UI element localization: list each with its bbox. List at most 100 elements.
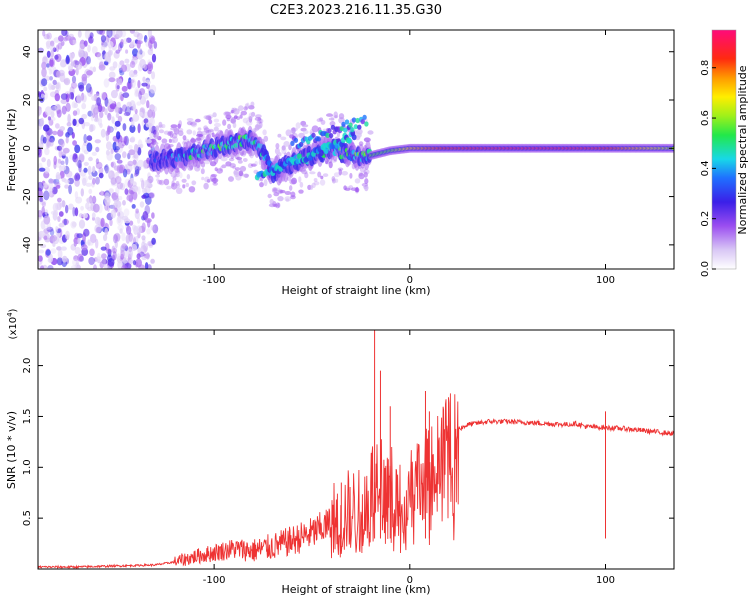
noise-blob xyxy=(74,144,81,154)
haze-blob xyxy=(246,102,250,109)
noise-blob xyxy=(95,146,100,153)
noise-blob xyxy=(87,239,91,246)
spectrogram-heat-layer xyxy=(38,30,674,269)
y-scale-note: (x104) xyxy=(6,308,19,339)
haze-blob xyxy=(161,124,166,129)
haze-blob xyxy=(214,122,221,128)
haze-blob xyxy=(181,178,187,183)
haze-blob xyxy=(334,178,339,183)
noise-blob xyxy=(104,164,109,174)
noise-blob xyxy=(141,179,145,190)
haze-blob xyxy=(208,119,213,125)
noise-blob xyxy=(77,236,81,245)
noise-blob xyxy=(117,115,123,123)
noise-blob xyxy=(111,245,116,254)
ridge-branch xyxy=(328,133,334,139)
noise-blob xyxy=(65,136,69,144)
haze-blob xyxy=(234,167,241,171)
noise-blob xyxy=(48,68,52,75)
haze-blob xyxy=(185,182,189,188)
noise-blob xyxy=(74,191,79,199)
ridge-branch xyxy=(330,124,336,130)
noise-blob xyxy=(135,258,143,268)
noise-blob xyxy=(108,77,116,83)
haze-blob xyxy=(219,166,223,172)
noise-blob xyxy=(147,172,151,179)
ridge-branch xyxy=(350,127,355,133)
noise-blob xyxy=(101,257,106,267)
bottom-plot-frame xyxy=(37,329,675,570)
noise-blob xyxy=(95,176,100,185)
haze-blob xyxy=(239,165,247,172)
haze-blob xyxy=(277,196,284,202)
spectrogram-panel: -100 0 100 -40 -20 0 20 40 Height of straight … xyxy=(5,29,749,297)
haze-blob xyxy=(338,113,345,120)
haze-blob xyxy=(298,132,305,138)
noise-blob xyxy=(123,208,130,217)
noise-blob xyxy=(137,159,145,168)
haze-blob xyxy=(338,168,342,176)
noise-blob xyxy=(132,186,139,193)
noise-blob xyxy=(95,158,99,165)
noise-blob xyxy=(58,148,63,158)
noise-blob xyxy=(96,97,101,106)
haze-blob xyxy=(273,203,278,208)
noise-blob xyxy=(60,93,68,100)
noise-blob xyxy=(48,253,54,263)
haze-blob xyxy=(203,182,209,190)
noise-blob xyxy=(75,196,83,204)
noise-blob xyxy=(43,235,48,240)
noise-blob xyxy=(101,253,107,260)
haze-blob xyxy=(171,133,178,139)
haze-blob xyxy=(157,136,162,141)
noise-blob xyxy=(90,233,97,244)
noise-blob xyxy=(52,47,57,52)
noise-blob xyxy=(55,174,62,180)
noise-blob xyxy=(67,113,71,124)
haze-blob xyxy=(204,176,210,183)
noise-blob xyxy=(85,197,93,203)
noise-blob xyxy=(100,128,106,138)
noise-blob xyxy=(153,41,158,49)
noise-blob xyxy=(120,249,125,259)
noise-blob xyxy=(139,201,145,208)
haze-blob xyxy=(343,185,347,191)
haze-blob xyxy=(288,144,292,151)
haze-blob xyxy=(169,130,174,138)
noise-blob xyxy=(117,206,123,213)
haze-blob xyxy=(205,115,212,121)
noise-blob xyxy=(87,241,94,246)
noise-blob xyxy=(107,112,112,121)
noise-blob xyxy=(107,125,111,135)
noise-blob xyxy=(49,58,54,67)
noise-blob xyxy=(122,38,128,45)
haze-blob xyxy=(284,191,292,195)
ridge-branch xyxy=(364,121,369,127)
noise-blob xyxy=(128,77,132,84)
ridge-branch xyxy=(290,140,295,146)
noise-blob xyxy=(81,113,88,120)
ridge-branch xyxy=(355,117,360,124)
noise-blob xyxy=(147,48,154,56)
noise-blob xyxy=(89,248,95,257)
noise-blob xyxy=(139,58,146,69)
haze-blob xyxy=(153,142,159,145)
haze-blob xyxy=(196,137,202,141)
noise-blob xyxy=(67,126,74,136)
haze-blob xyxy=(158,124,164,129)
haze-blob xyxy=(170,127,175,131)
noise-blob xyxy=(86,56,91,65)
y-tick-label: -40 xyxy=(22,237,33,253)
haze-blob xyxy=(250,101,255,107)
noise-blob xyxy=(107,41,114,49)
haze-blob xyxy=(363,169,370,175)
noise-blob xyxy=(74,178,80,187)
noise-blob xyxy=(149,132,155,138)
haze-blob xyxy=(170,139,175,144)
haze-blob xyxy=(242,117,249,124)
haze-blob xyxy=(229,163,236,168)
haze-blob xyxy=(238,170,244,177)
noise-blob xyxy=(60,160,65,166)
noise-blob xyxy=(86,196,94,204)
noise-blob xyxy=(74,60,80,66)
